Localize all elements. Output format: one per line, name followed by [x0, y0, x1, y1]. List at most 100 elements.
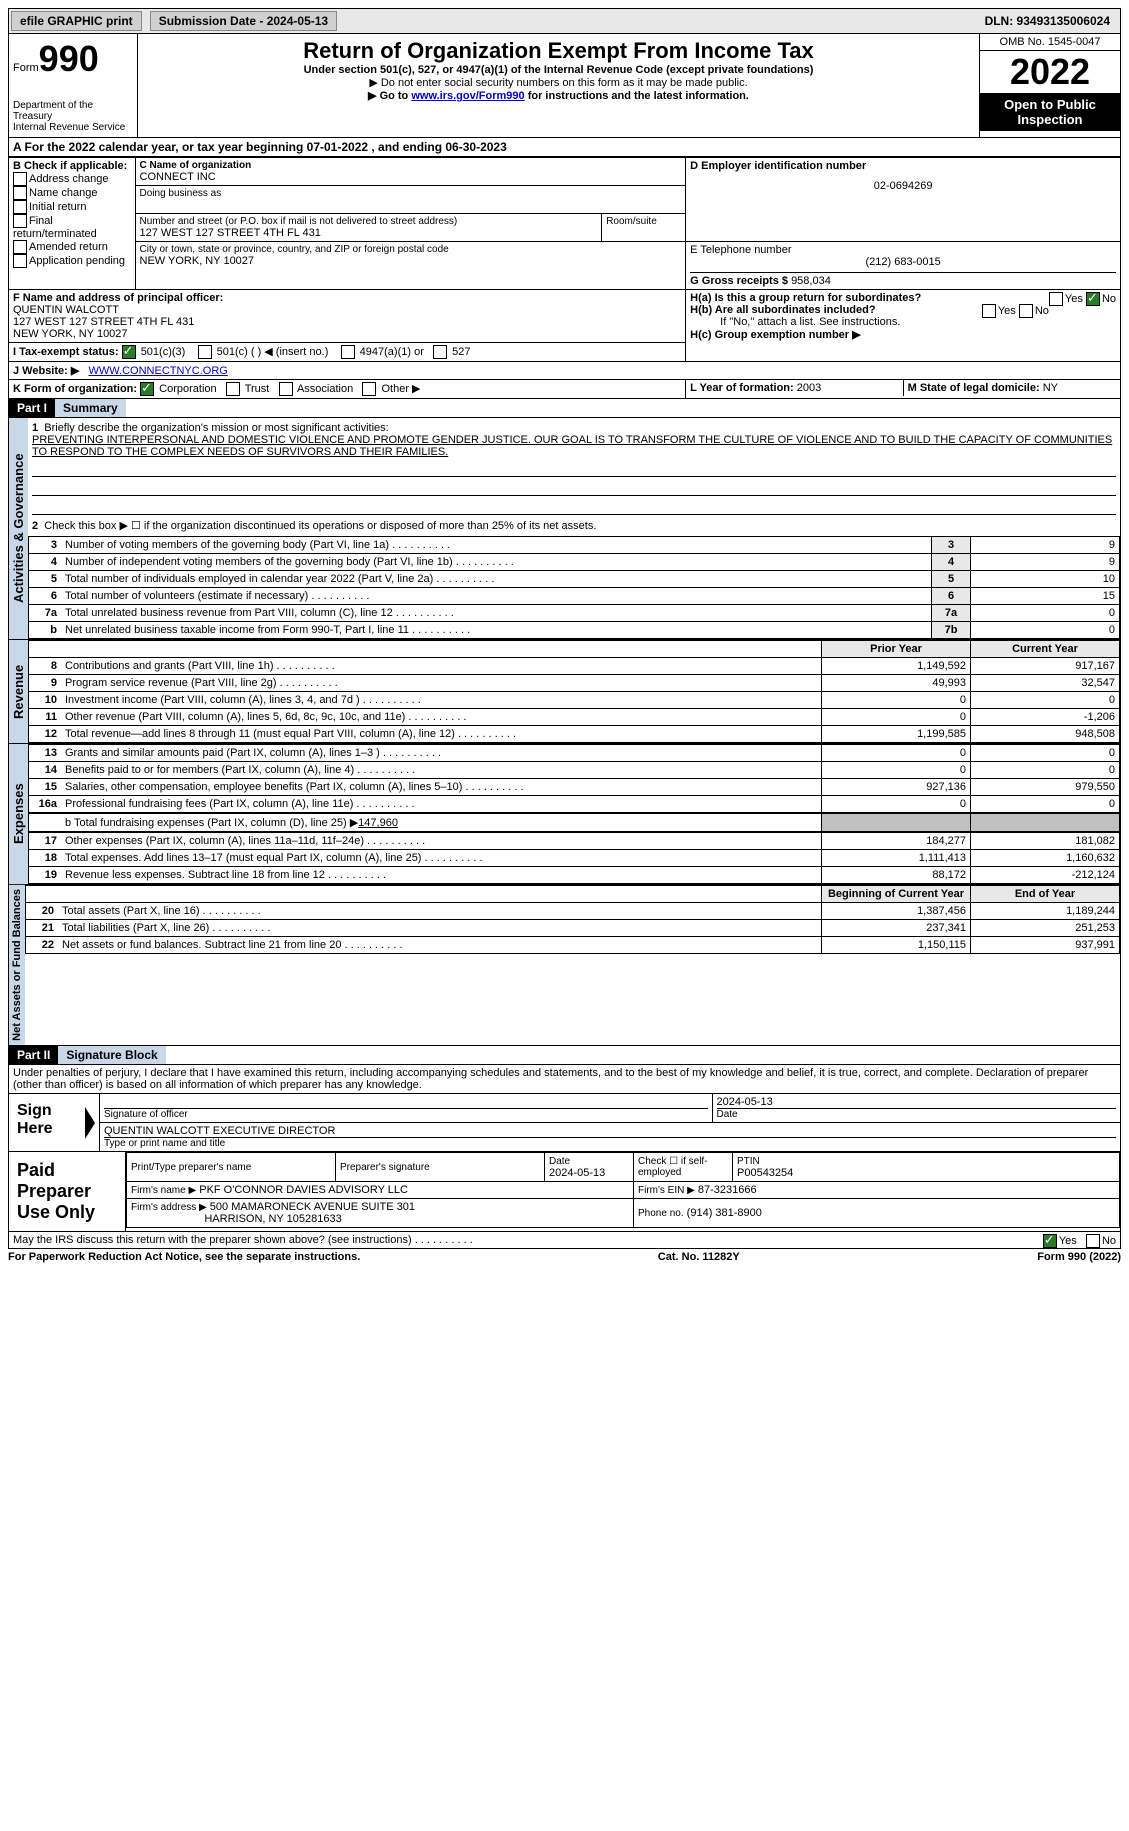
- ha-yes-check[interactable]: [1049, 292, 1063, 306]
- org-name: CONNECT INC: [140, 171, 682, 183]
- note2-prefix: ▶ Go to: [368, 90, 411, 102]
- table-row: 9Program service revenue (Part VIII, lin…: [29, 675, 1120, 692]
- form-title: Return of Organization Exempt From Incom…: [142, 38, 975, 64]
- sig-officer-label: Signature of officer: [104, 1108, 708, 1120]
- table-row: 15Salaries, other compensation, employee…: [29, 779, 1120, 796]
- street: 127 WEST 127 STREET 4TH FL 431: [140, 227, 598, 239]
- footer-right: Form 990 (2022): [1037, 1251, 1121, 1263]
- part2-header: Part II: [9, 1046, 58, 1064]
- city: NEW YORK, NY 10027: [140, 255, 682, 267]
- i-label: I Tax-exempt status:: [13, 346, 119, 358]
- check-app-pending[interactable]: [13, 254, 27, 268]
- irs-label: Internal Revenue Service: [13, 122, 133, 133]
- hb-note: If "No," attach a list. See instructions…: [690, 316, 1116, 328]
- part1-title: Summary: [55, 399, 126, 417]
- footer-mid: Cat. No. 11282Y: [658, 1251, 740, 1263]
- check-name-change[interactable]: [13, 186, 27, 200]
- sign-arrow-icon: [85, 1107, 95, 1139]
- firm-addr1: 500 MAMARONECK AVENUE SUITE 301: [210, 1201, 415, 1213]
- e-label: E Telephone number: [690, 244, 1116, 256]
- form-subtitle: Under section 501(c), 527, or 4947(a)(1)…: [142, 64, 975, 76]
- table-row: 19Revenue less expenses. Subtract line 1…: [29, 867, 1120, 884]
- sec-rev-label: Revenue: [9, 640, 28, 743]
- i-4947-check[interactable]: [341, 345, 355, 359]
- sec-a-label: Activities & Governance: [9, 418, 28, 639]
- i-527-check[interactable]: [433, 345, 447, 359]
- website-link[interactable]: WWW.CONNECTNYC.ORG: [89, 365, 228, 377]
- table-row: 17Other expenses (Part IX, column (A), l…: [29, 833, 1120, 850]
- check-address-change[interactable]: [13, 172, 27, 186]
- table-row: 22Net assets or fund balances. Subtract …: [26, 937, 1120, 954]
- mission-text: PREVENTING INTERPERSONAL AND DOMESTIC VI…: [32, 434, 1112, 458]
- treasury-dept: Department of the Treasury: [13, 100, 133, 122]
- ha-no-check[interactable]: [1086, 292, 1100, 306]
- part2-title: Signature Block: [58, 1046, 165, 1064]
- officer-city: NEW YORK, NY 10027: [13, 328, 681, 340]
- hc-label: H(c) Group exemption number ▶: [690, 328, 1116, 341]
- g-label: G Gross receipts $: [690, 275, 788, 287]
- topbar: efile GRAPHIC print Submission Date - 20…: [8, 8, 1121, 34]
- f-label: F Name and address of principal officer:: [13, 292, 681, 304]
- line-a: A For the 2022 calendar year, or tax yea…: [8, 138, 1121, 157]
- i-501c-check[interactable]: [198, 345, 212, 359]
- ha-label: H(a) Is this a group return for subordin…: [690, 292, 921, 304]
- form-header: Form990 Department of the Treasury Inter…: [8, 34, 1121, 138]
- table-row: 10Investment income (Part VIII, column (…: [29, 692, 1120, 709]
- dba-label: Doing business as: [140, 188, 682, 199]
- efile-badge[interactable]: efile GRAPHIC print: [11, 11, 142, 31]
- omb-number: OMB No. 1545-0047: [980, 34, 1120, 51]
- i-501c3-check[interactable]: [122, 345, 136, 359]
- sec-na-label: Net Assets or Fund Balances: [9, 885, 25, 1045]
- check-final-return[interactable]: [13, 214, 27, 228]
- activities-governance-section: Activities & Governance 1 Briefly descri…: [8, 418, 1121, 640]
- b-label: B Check if applicable:: [13, 160, 131, 172]
- inspection-notice: Open to Public Inspection: [980, 93, 1120, 131]
- year-formation: 2003: [797, 382, 821, 394]
- paid-preparer-section: Paid Preparer Use Only Print/Type prepar…: [8, 1152, 1121, 1232]
- discuss-yes-check[interactable]: [1043, 1234, 1057, 1248]
- submission-date: Submission Date - 2024-05-13: [150, 11, 337, 31]
- ptin: P00543254: [737, 1167, 793, 1179]
- room-label: Room/suite: [606, 216, 681, 227]
- form-label: Form: [13, 62, 39, 74]
- table-row: 8Contributions and grants (Part VIII, li…: [29, 658, 1120, 675]
- k-trust-check[interactable]: [226, 382, 240, 396]
- officer-name-title: QUENTIN WALCOTT EXECUTIVE DIRECTOR: [104, 1125, 335, 1137]
- l2-text: Check this box ▶ ☐ if the organization d…: [44, 520, 596, 532]
- identity-table: B Check if applicable: Address change Na…: [8, 157, 1121, 399]
- discuss-no-check[interactable]: [1086, 1234, 1100, 1248]
- hb-yes-check[interactable]: [982, 304, 996, 318]
- table-row: 4Number of independent voting members of…: [29, 554, 1120, 571]
- firm-addr2: HARRISON, NY 105281633: [204, 1213, 341, 1225]
- c-name-label: C Name of organization: [140, 160, 682, 171]
- hb-no-check[interactable]: [1019, 304, 1033, 318]
- state-domicile: NY: [1043, 382, 1058, 394]
- sign-here-section: Sign Here Signature of officer 2024-05-1…: [8, 1094, 1121, 1152]
- table-row: 21Total liabilities (Part X, line 26)237…: [26, 920, 1120, 937]
- table-row: 13Grants and similar amounts paid (Part …: [29, 745, 1120, 762]
- check-initial-return[interactable]: [13, 200, 27, 214]
- table-row: bNet unrelated business taxable income f…: [29, 622, 1120, 639]
- table-row: 3Number of voting members of the governi…: [29, 537, 1120, 554]
- declaration-text: Under penalties of perjury, I declare th…: [8, 1065, 1121, 1094]
- sec-exp-label: Expenses: [9, 744, 28, 884]
- sign-here-label: Sign Here: [9, 1094, 85, 1151]
- check-amended[interactable]: [13, 240, 27, 254]
- revenue-section: Revenue Prior YearCurrent Year 8Contribu…: [8, 640, 1121, 744]
- k-assoc-check[interactable]: [279, 382, 293, 396]
- officer-street: 127 WEST 127 STREET 4TH FL 431: [13, 316, 681, 328]
- street-label: Number and street (or P.O. box if mail i…: [140, 216, 598, 227]
- table-row: 11Other revenue (Part VIII, column (A), …: [29, 709, 1120, 726]
- j-label: J Website: ▶: [13, 365, 79, 377]
- table-row: 6Total number of volunteers (estimate if…: [29, 588, 1120, 605]
- k-corp-check[interactable]: [140, 382, 154, 396]
- hb-label: H(b) Are all subordinates included?: [690, 304, 875, 316]
- irs-link[interactable]: www.irs.gov/Form990: [411, 90, 524, 102]
- l1-label: Briefly describe the organization's miss…: [44, 422, 388, 434]
- table-row: 16aProfessional fundraising fees (Part I…: [29, 796, 1120, 813]
- k-other-check[interactable]: [362, 382, 376, 396]
- table-row: 20Total assets (Part X, line 16)1,387,45…: [26, 903, 1120, 920]
- form-note-1: ▶ Do not enter social security numbers o…: [142, 76, 975, 89]
- firm-name: PKF O'CONNOR DAVIES ADVISORY LLC: [199, 1184, 408, 1196]
- expenses-section: Expenses 13Grants and similar amounts pa…: [8, 744, 1121, 885]
